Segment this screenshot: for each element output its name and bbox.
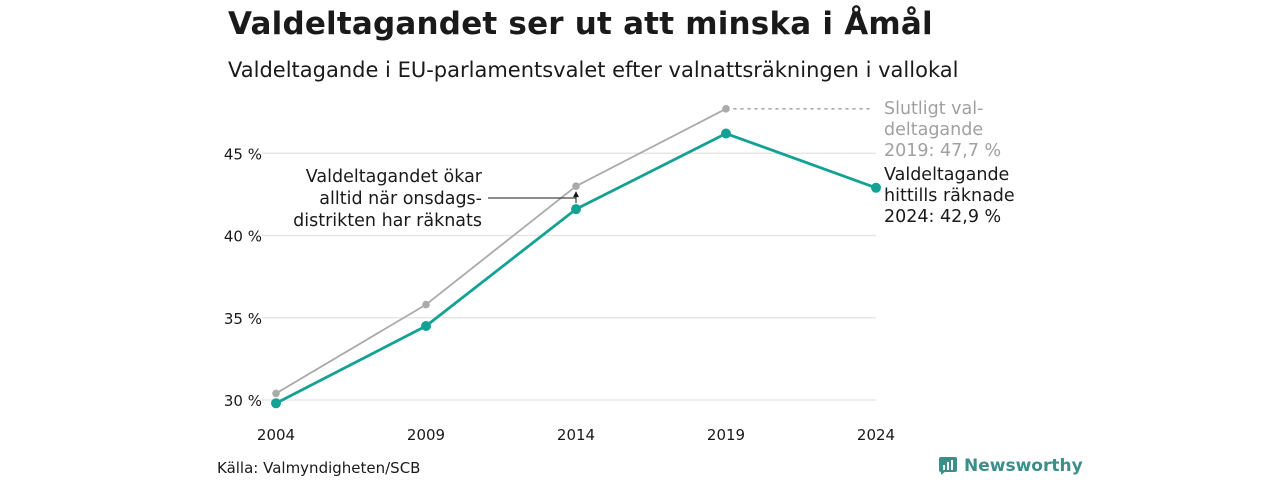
y-tick-label: 35 % — [224, 310, 262, 328]
data-point-counted — [271, 398, 281, 409]
annotation-onsdag-line: Valdeltagandet ökar — [306, 167, 483, 187]
data-point-final — [272, 389, 280, 398]
data-point-final — [722, 105, 730, 113]
y-tick-label: 45 % — [224, 145, 262, 163]
source-note: Källa: Valmyndigheten/SCB — [217, 459, 421, 477]
chart-title: Valdeltagandet ser ut att minska i Åmål — [228, 6, 933, 42]
data-point-counted — [571, 204, 581, 215]
annotation-counted-line: hittills räknade — [884, 186, 1015, 206]
brand-name: Newsworthy — [964, 456, 1083, 476]
x-tick-label: 2024 — [857, 426, 895, 444]
data-point-final — [572, 182, 580, 190]
y-axis-ticks: 30 % 35 % 40 % 45 % — [224, 145, 262, 410]
y-tick-label: 30 % — [224, 392, 262, 410]
x-axis-ticks: 2004 2009 2014 2019 2024 — [257, 426, 895, 444]
gridlines — [262, 152, 876, 401]
chart-subtitle: Valdeltagande i EU-parlamentsvalet efter… — [228, 58, 959, 82]
x-tick-label: 2014 — [557, 426, 595, 444]
data-point-final — [422, 300, 430, 309]
data-point-counted — [871, 182, 881, 193]
annotation-onsdag-line: alltid när onsdags- — [319, 189, 482, 209]
annotation-final-line: 2019: 47,7 % — [884, 141, 1001, 161]
brand-logo: Newsworthy — [938, 456, 1083, 476]
annotation-counted-line: 2024: 42,9 % — [884, 207, 1001, 227]
annotation-arrowhead — [573, 191, 579, 198]
annotation-final-line: deltagande — [884, 120, 983, 140]
annotation-onsdag-line: distrikten har räknats — [293, 211, 482, 231]
series — [271, 105, 881, 409]
data-point-counted — [421, 320, 431, 331]
annotation-final-line: Slutligt val- — [884, 99, 983, 119]
data-point-counted — [721, 128, 731, 139]
annotation-counted-line: Valdeltagande — [884, 165, 1009, 185]
newsworthy-icon — [939, 457, 957, 475]
series-line-final — [275, 108, 727, 395]
y-tick-label: 40 % — [224, 228, 262, 246]
x-tick-label: 2019 — [707, 426, 745, 444]
x-tick-label: 2004 — [257, 426, 295, 444]
x-tick-label: 2009 — [407, 426, 445, 444]
